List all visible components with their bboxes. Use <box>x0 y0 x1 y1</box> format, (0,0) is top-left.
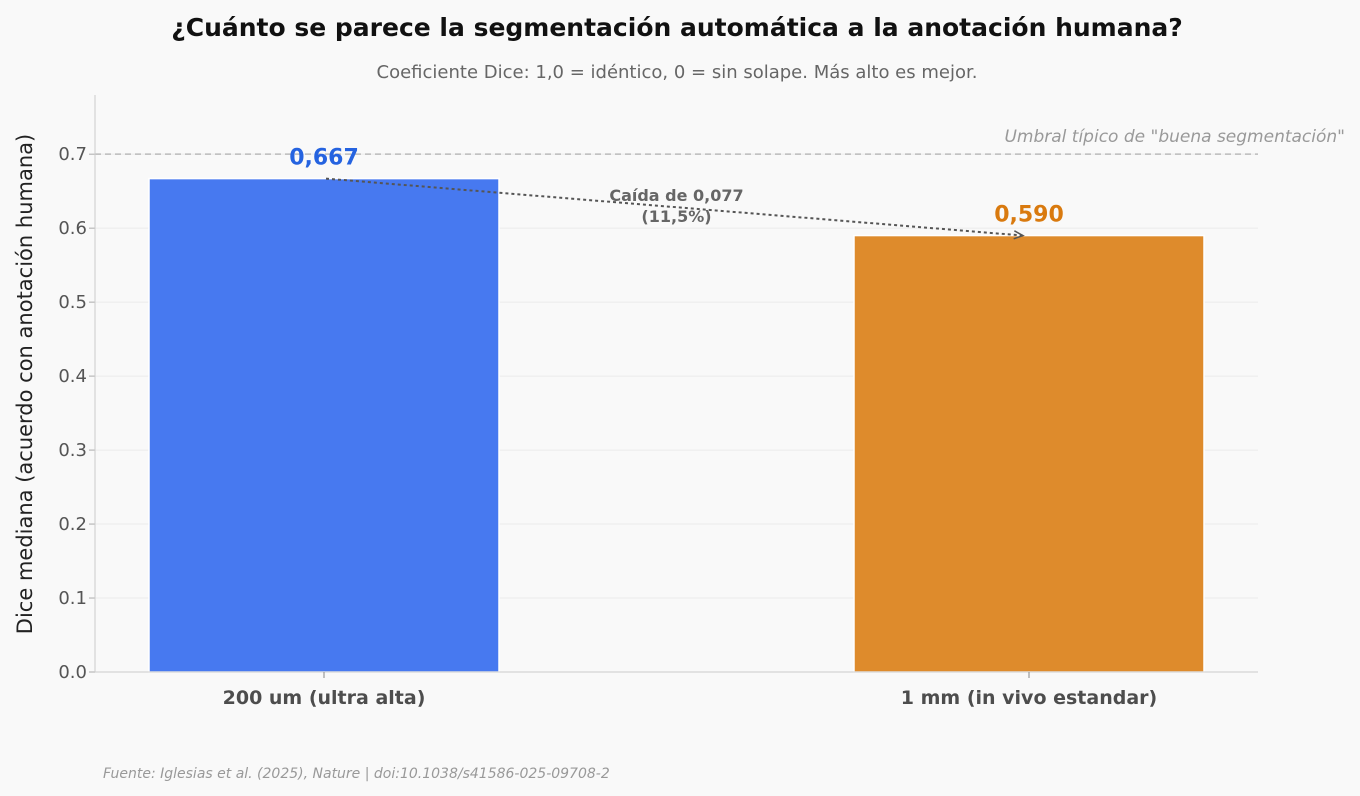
y-tick-label: 0.7 <box>58 144 87 165</box>
chart-subtitle: Coeficiente Dice: 1,0 = idéntico, 0 = si… <box>377 62 978 83</box>
bars <box>148 177 1205 673</box>
drop-annotation-line-2: (11,5%) <box>641 207 711 226</box>
value-label-1: 0,667 <box>289 146 359 171</box>
bar-2 <box>853 234 1205 673</box>
y-axis-label: Dice mediana (acuerdo con anotación huma… <box>13 134 37 634</box>
y-tick-label: 0.2 <box>58 514 87 535</box>
drop-annotation-line-1: Caída de 0,077 <box>609 186 743 205</box>
reference-line-label: Umbral típico de "buena segmentación" <box>1004 127 1345 147</box>
y-tick-label: 0.0 <box>58 662 87 683</box>
drop-arrow <box>325 177 1025 240</box>
x-axis-ticks: 200 um (ultra alta) 1 mm (in vivo estanda… <box>223 672 1157 709</box>
source-note: Fuente: Iglesias et al. (2025), Nature |… <box>103 766 610 782</box>
chart-title: ¿Cuánto se parece la segmentación automá… <box>171 13 1183 42</box>
y-tick-label: 0.5 <box>58 292 87 313</box>
x-tick-label: 200 um (ultra alta) <box>223 687 426 709</box>
value-label-2: 0,590 <box>994 203 1064 228</box>
y-tick-label: 0.6 <box>58 218 87 239</box>
y-tick-label: 0.4 <box>58 366 87 387</box>
bar-1 <box>148 177 500 673</box>
y-tick-label: 0.1 <box>58 588 87 609</box>
drop-annotation: Caída de 0,077 (11,5%) <box>325 177 1025 240</box>
value-labels: 0,667 0,590 <box>289 146 1064 228</box>
y-tick-label: 0.3 <box>58 440 87 461</box>
y-axis-ticks: 0.0 0.1 0.2 0.3 0.4 0.5 0.6 0.7 <box>58 144 95 683</box>
x-tick-label: 1 mm (in vivo estandar) <box>901 687 1157 709</box>
